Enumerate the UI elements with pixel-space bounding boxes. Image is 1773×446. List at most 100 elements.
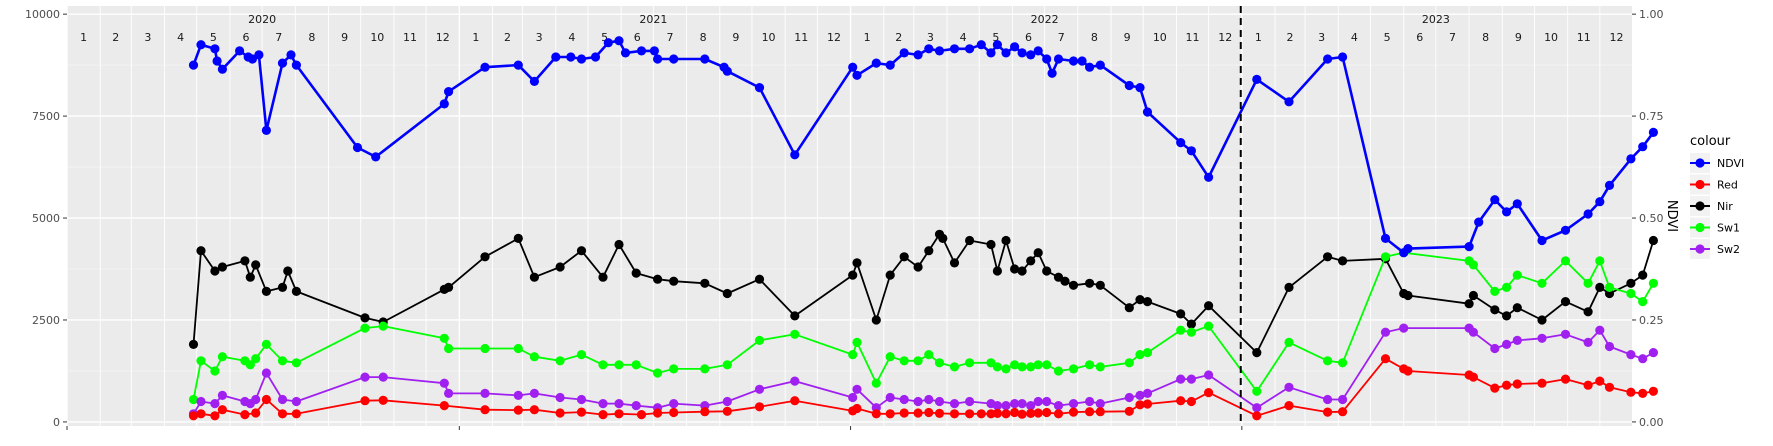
data-point: [1252, 411, 1262, 421]
data-point: [722, 288, 732, 299]
data-point: [1176, 396, 1186, 406]
data-point: [566, 52, 576, 62]
data-point: [669, 407, 679, 418]
data-point: [965, 235, 975, 246]
data-point: [790, 311, 800, 321]
data-point: [1026, 362, 1036, 372]
data-point: [1095, 60, 1105, 70]
data-point: [1474, 217, 1484, 227]
data-point: [992, 266, 1003, 276]
data-point: [899, 356, 909, 366]
month-label: 7: [275, 31, 282, 44]
legend-item-nir: Nir: [1690, 196, 1733, 216]
data-point: [620, 48, 631, 58]
data-point: [254, 50, 264, 60]
data-point: [360, 396, 370, 406]
data-point: [1095, 399, 1105, 409]
y-right-tick-label: 0.25: [1639, 314, 1664, 327]
data-point: [1053, 54, 1064, 64]
data-point: [245, 272, 255, 282]
data-point: [210, 44, 220, 54]
month-label: 9: [1515, 31, 1522, 44]
month-label: 6: [1025, 31, 1032, 44]
y-left-tick-label: 7500: [32, 110, 60, 123]
legend-key-point: [1695, 222, 1705, 233]
data-point: [1380, 354, 1391, 364]
legend-label: NDVI: [1717, 157, 1744, 170]
y-left-tick-label: 10000: [25, 8, 60, 21]
data-point: [1323, 252, 1333, 262]
data-point: [1380, 327, 1391, 337]
data-point: [291, 409, 301, 419]
data-point: [1638, 142, 1648, 152]
legend-key-point: [1695, 158, 1705, 168]
data-point: [378, 395, 388, 405]
data-point: [1468, 290, 1478, 301]
data-point: [217, 390, 227, 400]
data-point: [188, 411, 199, 421]
data-point: [378, 372, 388, 382]
data-point: [871, 378, 881, 388]
data-point: [188, 60, 199, 70]
data-point: [1323, 356, 1333, 366]
month-label: 3: [1318, 31, 1325, 44]
data-point: [210, 366, 220, 376]
data-point: [614, 239, 624, 250]
year-label: 2020: [248, 13, 276, 26]
legend-item-ndvi: NDVI: [1690, 153, 1744, 173]
data-point: [1053, 401, 1064, 411]
y-right-tick-label: 0.00: [1639, 416, 1664, 429]
data-point: [1068, 56, 1079, 66]
data-point: [598, 360, 608, 370]
data-point: [1648, 386, 1658, 396]
data-point: [885, 270, 895, 280]
month-label: 5: [1384, 31, 1391, 44]
legend-label: Nir: [1717, 200, 1733, 213]
data-point: [790, 396, 800, 406]
data-point: [885, 409, 895, 419]
data-point: [949, 258, 960, 268]
data-point: [439, 333, 449, 343]
month-label: 12: [436, 31, 450, 44]
data-point: [992, 40, 1003, 50]
month-label: 9: [732, 31, 739, 44]
data-point: [965, 409, 975, 419]
data-point: [1338, 52, 1348, 62]
legend-title: colour: [1690, 134, 1731, 149]
legend-item-red: Red: [1690, 174, 1738, 195]
data-point: [722, 66, 732, 76]
data-point: [590, 52, 601, 62]
month-label: 3: [927, 31, 934, 44]
data-point: [1077, 56, 1087, 66]
data-point: [790, 329, 800, 339]
data-point: [924, 407, 934, 418]
data-point: [722, 360, 732, 370]
series-ndvi: [188, 36, 1658, 258]
data-point: [1176, 309, 1186, 319]
data-point: [754, 402, 765, 412]
data-point: [871, 409, 881, 419]
data-point: [924, 350, 934, 360]
month-label: 8: [1091, 31, 1098, 44]
data-point: [196, 396, 206, 407]
data-point: [480, 405, 490, 415]
y-right-tick-label: 0.75: [1639, 110, 1664, 123]
data-point: [1583, 209, 1593, 219]
month-label: 1: [472, 31, 479, 44]
data-point: [291, 396, 301, 407]
data-point: [1284, 382, 1294, 392]
data-point: [1068, 364, 1079, 374]
data-point: [1186, 396, 1196, 407]
data-point: [614, 399, 624, 409]
data-point: [240, 410, 250, 420]
month-label: 5: [601, 31, 608, 44]
data-point: [669, 364, 679, 374]
data-point: [513, 233, 523, 243]
data-point: [210, 411, 220, 421]
data-point: [1017, 48, 1027, 58]
data-point: [1502, 380, 1512, 390]
y-right-tick-label: 1.00: [1639, 8, 1664, 21]
data-point: [1560, 256, 1571, 266]
data-point: [700, 54, 710, 64]
